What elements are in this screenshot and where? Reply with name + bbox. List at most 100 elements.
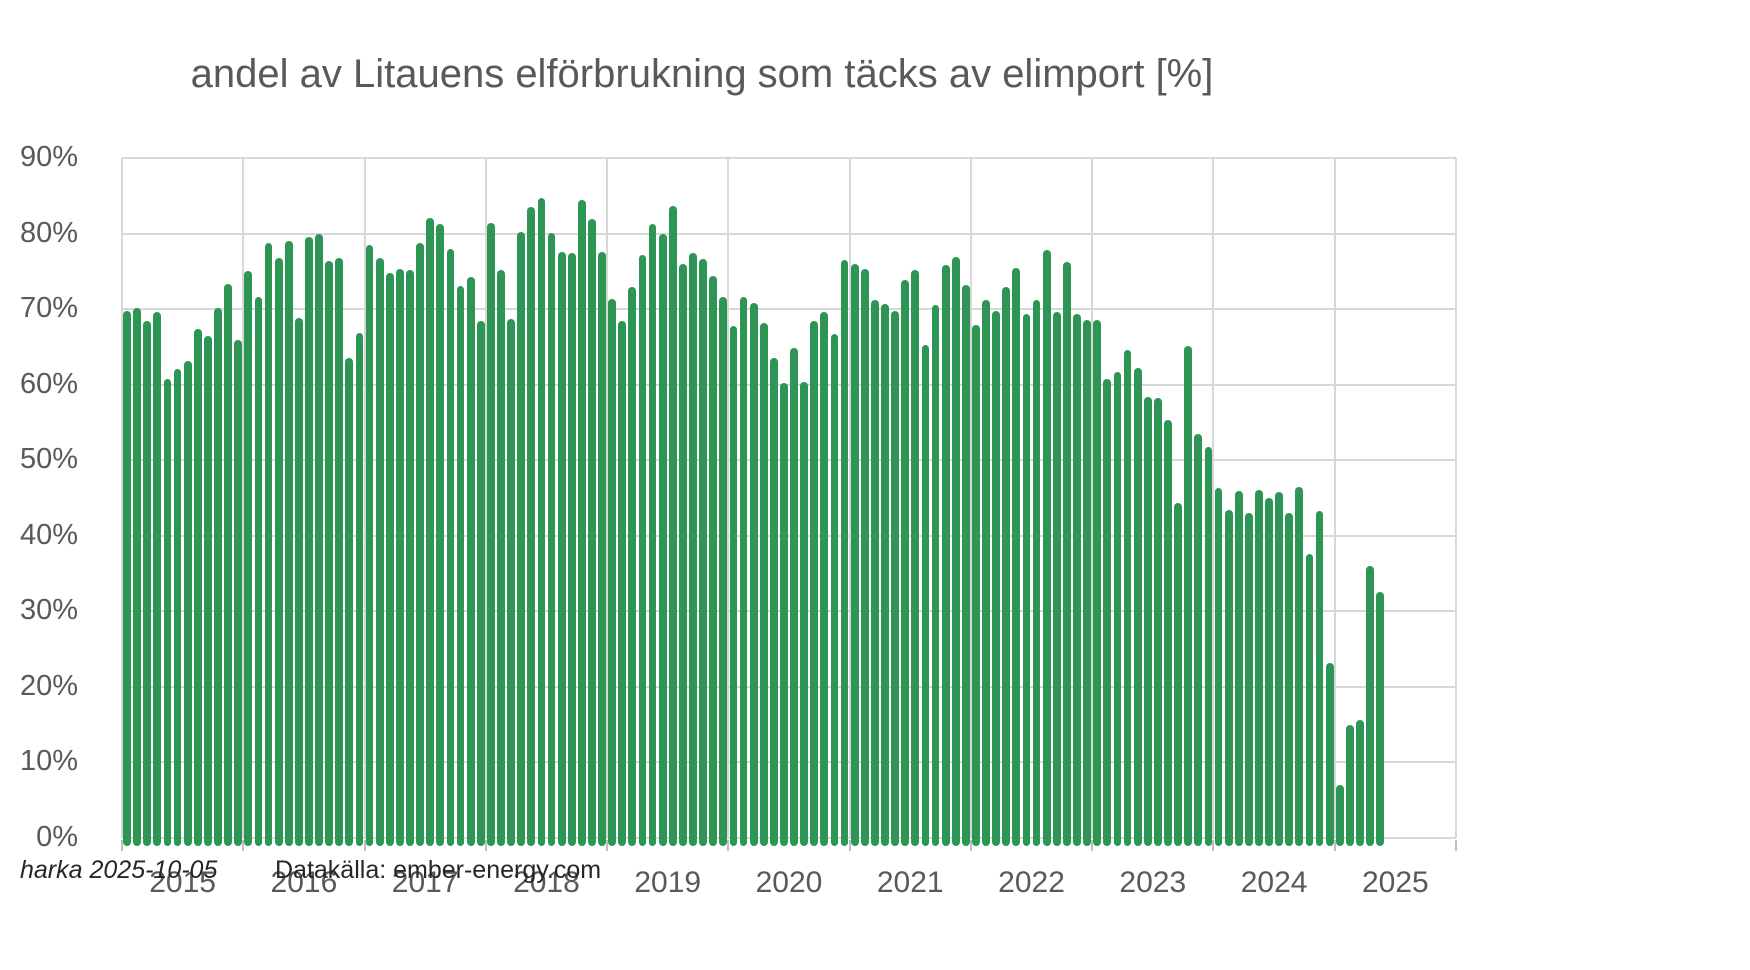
bar-month [264,242,273,846]
bar-month [911,269,920,846]
bar-month [780,383,788,846]
bar-month [1153,398,1162,846]
bar-month [800,382,809,846]
bar-month [214,307,222,846]
bar-month [517,232,526,846]
bar-month [1204,447,1213,846]
bar-month [446,248,455,846]
bar-month [193,328,202,846]
bar-month [1234,491,1243,846]
x-tick-label: 2024 [1240,866,1308,899]
bar-month [608,299,617,846]
h-gridline [122,157,1456,159]
bar-month [325,260,334,846]
bar-month [699,259,707,846]
h-gridline [122,534,1456,537]
bar-month [173,368,182,846]
bar-month [355,333,364,846]
bar-month [143,321,152,846]
bar-month [891,311,899,846]
bar-month [406,269,414,846]
v-gridline [606,158,609,838]
bar-month [274,258,283,846]
x-tick-label: 2025 [1361,866,1429,899]
bar-month [1376,592,1385,846]
y-tick-label: 60% [19,367,78,400]
bar-month [315,234,323,846]
bar-month [860,269,869,846]
x-axis-tick [242,840,245,851]
bar-month [436,223,445,846]
x-axis-tick [1212,840,1215,851]
h-gridline [122,232,1456,235]
bar-month [527,207,536,846]
x-axis-tick [606,840,609,851]
bar-month [1022,313,1031,846]
bar-month [1032,300,1041,846]
bar-month [1244,513,1253,846]
h-gridline [122,837,1456,839]
x-axis-tick [363,840,366,851]
footer-signature: harka 2025-10-05 [20,856,218,884]
y-tick-label: 40% [19,518,78,551]
bar-month [648,224,657,846]
bar-month [1133,368,1142,846]
bar-month [1325,662,1334,846]
bar-month [972,324,980,846]
bar-month [1052,312,1061,846]
bar-month [830,334,839,846]
bar-month [1073,313,1081,846]
bar-month [385,272,394,846]
bar-month [1113,371,1122,846]
bar-month [840,260,849,846]
footer-datasource: Datakälla: ember-energy.com [275,856,602,884]
bar-month [588,219,596,846]
bar-month [123,311,131,846]
x-axis-tick [1333,840,1336,851]
x-tick-label: 2019 [634,866,702,899]
plot-area [121,157,1457,839]
bar-month [365,244,374,846]
bar-month [1143,396,1152,846]
bar-month [163,379,172,846]
v-gridline [1091,158,1094,838]
bar-month [769,358,778,846]
bar-month [426,217,435,846]
bar-month [507,318,515,846]
bar-month [1174,502,1182,846]
bar-month [244,270,253,846]
bar-month [658,233,667,846]
bar-month [476,321,485,846]
h-gridline [122,383,1456,386]
bar-month [871,300,879,846]
x-axis-tick [484,840,487,851]
bar-month [456,285,465,846]
v-gridline [121,158,123,838]
h-gridline [122,308,1456,311]
bar-month [618,321,627,846]
bar-month [628,287,637,846]
bar-month [486,222,495,846]
x-tick-label: 2023 [1119,866,1187,899]
bar-month [1335,785,1344,846]
bar-month [951,256,960,846]
bar-month [749,303,758,846]
v-gridline [969,158,972,838]
bar-month [982,300,990,846]
bar-month [1103,379,1112,846]
y-tick-label: 80% [19,216,78,249]
bar-month [941,265,950,846]
y-tick-label: 30% [19,594,78,627]
bar-month [1356,720,1364,846]
bar-month [1012,267,1021,846]
x-tick-label: 2022 [998,866,1065,899]
y-tick-label: 90% [19,141,78,173]
bar-month [820,312,829,846]
v-gridline [484,158,487,838]
bar-month [497,269,505,846]
bar-month [881,303,889,846]
bar-month [739,297,748,846]
v-gridline [363,158,366,838]
bar-month [1002,287,1011,846]
bar-month [234,340,243,846]
